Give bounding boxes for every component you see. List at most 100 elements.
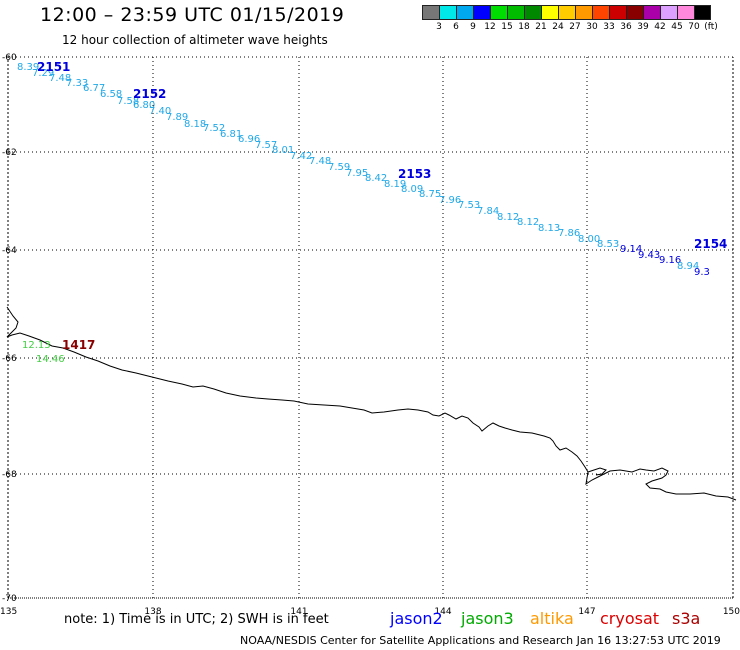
color-scale-label: 42 <box>654 22 666 32</box>
swh-value-label: 7.86 <box>558 228 580 239</box>
color-swatch <box>524 5 541 20</box>
antarctic-coastline <box>6 306 737 501</box>
satellite-name-jason3: jason3 <box>461 609 514 628</box>
color-swatch <box>439 5 456 20</box>
swh-value-label: 8.18 <box>184 119 206 130</box>
swh-value-label: 8.09 <box>401 184 423 195</box>
graticule: -60 -62 -64 -66 -68 -70 135 138 141 144 147 150 <box>0 53 740 617</box>
latitude-label: -64 <box>2 246 17 256</box>
swh-value-label: 8.75 <box>419 189 441 200</box>
latitude-label: -62 <box>2 148 17 158</box>
color-swatch <box>456 5 473 20</box>
color-swatch <box>541 5 558 20</box>
color-scale-label: 39 <box>637 22 649 32</box>
swh-value-label: 7.84 <box>477 206 499 217</box>
color-scale-label: 30 <box>586 22 598 32</box>
longitude-label: 141 <box>290 607 307 617</box>
satellite-name-s3a: s3a <box>672 609 701 628</box>
pass-number-label: 2151 <box>37 60 70 74</box>
color-scale-label: 18 <box>518 22 530 32</box>
swh-value-label: 8.01 <box>272 145 294 156</box>
color-swatch <box>473 5 490 20</box>
color-swatch <box>626 5 643 20</box>
swh-value-label: 8.94 <box>677 261 699 272</box>
swh-value-label: 7.33 <box>66 78 88 89</box>
pass-number-label: 1417 <box>62 338 95 352</box>
color-swatch <box>558 5 575 20</box>
color-scale-label: 24 <box>552 22 564 32</box>
color-scale-label: 6 <box>453 22 459 32</box>
longitude-label: 135 <box>0 607 17 617</box>
map-border <box>7 56 734 599</box>
page-title: 12:00 – 23:59 UTC 01/15/2019 <box>40 4 345 26</box>
latitude-label: -68 <box>2 470 17 480</box>
color-scale-label: 12 <box>484 22 496 32</box>
swh-value-label: 7.59 <box>328 162 350 173</box>
color-swatch <box>694 5 711 20</box>
color-swatch <box>422 5 439 20</box>
satellite-name-altika: altika <box>530 609 574 628</box>
swh-value-label: 7.95 <box>346 168 368 179</box>
latitude-label: -66 <box>2 354 17 364</box>
swh-value-label: 6.77 <box>83 83 105 94</box>
color-scale-label: 45 <box>671 22 683 32</box>
swh-value-label: 7.52 <box>203 123 225 134</box>
swh-value-label: 14.46 <box>36 354 65 365</box>
longitude-label: 138 <box>144 607 161 617</box>
color-scale-label: (ft) <box>704 22 718 32</box>
swh-value-label: 8.39 <box>17 62 39 73</box>
pass-number-label: 2152 <box>133 87 166 101</box>
coastline-inlet <box>587 467 607 476</box>
latitude-label: -60 <box>2 53 17 63</box>
swh-value-label: 7.57 <box>255 140 277 151</box>
swh-value-label: 8.42 <box>365 173 387 184</box>
swh-value-label: 9.16 <box>659 255 681 266</box>
swh-value-label: 7.29 <box>32 68 54 79</box>
swh-value-label: 6.80 <box>133 100 155 111</box>
pass-number-label: 2154 <box>694 237 727 251</box>
color-scale-label: 36 <box>620 22 632 32</box>
track-labels: 8.397.297.487.336.776.587.586.807.407.89… <box>17 60 727 365</box>
swh-value-label: 8.12 <box>517 217 539 228</box>
note-text: note: 1) Time is in UTC; 2) SWH is in fe… <box>64 612 329 627</box>
color-scale-label: 3 <box>436 22 442 32</box>
swh-value-label: 7.42 <box>290 151 312 162</box>
color-swatch <box>507 5 524 20</box>
swh-value-label: 7.96 <box>439 195 461 206</box>
page-subtitle: 12 hour collection of altimeter wave hei… <box>62 33 328 47</box>
color-swatch <box>490 5 507 20</box>
swh-value-label: 7.48 <box>49 73 71 84</box>
swh-value-label: 6.58 <box>100 89 122 100</box>
longitude-label: 147 <box>578 607 595 617</box>
color-swatch <box>609 5 626 20</box>
color-swatch <box>643 5 660 20</box>
color-scale-label: 33 <box>603 22 615 32</box>
color-scale-label: 70 <box>688 22 700 32</box>
swh-value-label: 6.81 <box>220 129 242 140</box>
swh-value-label: 7.53 <box>458 200 480 211</box>
latitude-label: -70 <box>2 594 17 604</box>
color-swatch <box>575 5 592 20</box>
longitude-label: 150 <box>723 607 740 617</box>
swh-value-label: 9.14 <box>620 244 642 255</box>
swh-value-label: 8.53 <box>597 239 619 250</box>
color-scale-label: 21 <box>535 22 547 32</box>
swh-value-label: 7.48 <box>309 156 331 167</box>
swh-value-label: 9.3 <box>694 267 710 278</box>
swh-value-label: 9.43 <box>638 250 660 261</box>
swh-value-label: 12.13 <box>22 340 51 351</box>
pass-number-label: 2153 <box>398 167 431 181</box>
swh-value-label: 7.40 <box>149 106 171 117</box>
swh-value-label: 6.96 <box>238 134 260 145</box>
swh-value-label: 8.19 <box>384 179 406 190</box>
color-scale-label: 27 <box>569 22 581 32</box>
satellite-name-jason2: jason2 <box>390 609 443 628</box>
footer-credit: NOAA/NESDIS Center for Satellite Applica… <box>240 634 721 647</box>
swh-value-label: 7.89 <box>166 112 188 123</box>
swh-value-label: 8.00 <box>578 234 600 245</box>
color-scale-label: 15 <box>501 22 513 32</box>
longitude-label: 144 <box>434 607 451 617</box>
color-swatch <box>660 5 677 20</box>
